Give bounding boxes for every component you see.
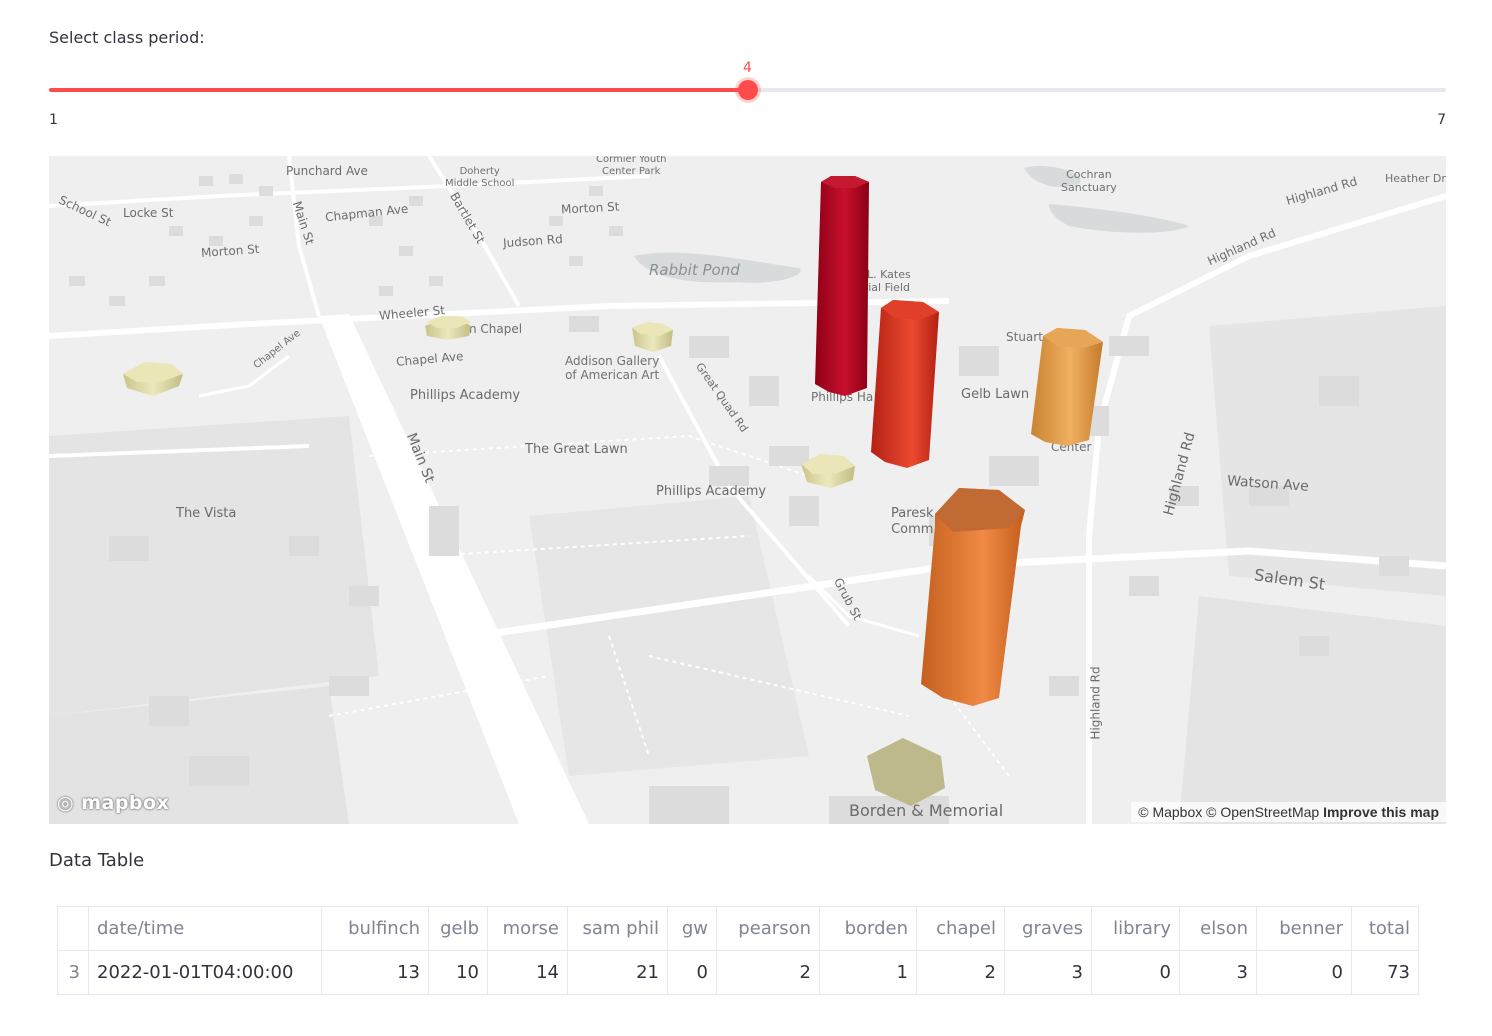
slider-max-label: 7 <box>1437 112 1446 128</box>
table-header-row: date/time bulfinch gelb morse sam phil g… <box>57 906 1419 951</box>
table-cell[interactable]: 3 <box>1004 950 1092 995</box>
column-chapel <box>425 316 471 340</box>
table-cell[interactable]: 2 <box>716 950 820 995</box>
column-borden <box>867 738 945 806</box>
slider-value: 4 <box>743 60 752 76</box>
improve-map-link[interactable]: Improve this map <box>1323 804 1439 820</box>
column-header[interactable]: pearson <box>716 906 820 951</box>
table-cell[interactable]: 0 <box>1091 950 1180 995</box>
column-header[interactable]: gelb <box>428 906 488 951</box>
table-row[interactable]: 3 2022-01-01T04:00:00 13 10 14 21 0 2 1 … <box>57 950 1419 995</box>
column-header[interactable]: borden <box>819 906 917 951</box>
table-cell[interactable]: 0 <box>667 950 717 995</box>
slider-min-label: 1 <box>49 112 58 128</box>
table-cell[interactable]: 21 <box>567 950 668 995</box>
slider-thumb[interactable] <box>737 80 758 100</box>
map-attribution: © Mapbox © OpenStreetMap Improve this ma… <box>1131 802 1446 822</box>
column-high <box>921 488 1025 706</box>
map-columns <box>123 176 1103 806</box>
map-basemap <box>49 156 1446 824</box>
table-cell[interactable]: 0 <box>1256 950 1352 995</box>
map-view[interactable]: Punchard Ave Doherty Middle School Cormi… <box>49 156 1446 824</box>
column-header[interactable]: bulfinch <box>321 906 429 951</box>
column-header[interactable]: library <box>1091 906 1180 951</box>
mapbox-logo[interactable]: ◎ mapbox <box>57 792 170 814</box>
table-cell[interactable]: 73 <box>1351 950 1419 995</box>
column-highest <box>815 176 869 396</box>
column-higher <box>871 300 939 468</box>
table-cell[interactable]: 1 <box>819 950 917 995</box>
data-table[interactable]: date/time bulfinch gelb morse sam phil g… <box>57 906 1419 995</box>
map-label: Cochran Sanctuary <box>1061 168 1117 194</box>
table-cell[interactable]: 2 <box>916 950 1005 995</box>
map-label: The Vista <box>176 506 237 521</box>
column-header[interactable]: graves <box>1004 906 1092 951</box>
column-header[interactable]: chapel <box>916 906 1005 951</box>
map-label: n Chapel <box>469 322 523 336</box>
column-header[interactable]: morse <box>487 906 568 951</box>
index-header <box>57 906 89 951</box>
map-label: Punchard Ave <box>286 164 368 178</box>
column-west <box>123 362 183 396</box>
map-label: The Great Lawn <box>525 442 628 457</box>
column-quad <box>801 454 855 488</box>
map-label: Paresk Comm <box>891 506 934 537</box>
map-label: Rabbit Pond <box>649 261 740 279</box>
slider-fill <box>49 88 748 92</box>
column-header[interactable]: sam phil <box>567 906 668 951</box>
map-label: Gelb Lawn <box>961 387 1030 402</box>
table-cell[interactable]: 10 <box>428 950 488 995</box>
row-index: 3 <box>57 950 89 995</box>
table-cell[interactable]: 13 <box>321 950 429 995</box>
column-addison <box>632 322 673 352</box>
map-label: Phillips Ha <box>811 390 874 404</box>
attribution-text[interactable]: © Mapbox © OpenStreetMap <box>1138 804 1320 820</box>
map-label: Doherty Middle School <box>445 166 515 189</box>
map-label: Addison Gallery of American Art <box>565 354 660 382</box>
map-label: Borden & Memorial <box>849 801 1004 820</box>
column-header[interactable]: elson <box>1179 906 1257 951</box>
map-label: Locke St <box>123 206 174 220</box>
column-header[interactable]: date/time <box>88 906 322 951</box>
table-cell[interactable]: 3 <box>1179 950 1257 995</box>
map-label: Cormier Youth Center Park <box>596 156 667 177</box>
column-mid <box>1031 328 1103 446</box>
map-label: Phillips Academy <box>656 484 767 499</box>
slider-label: Select class period: <box>49 28 205 47</box>
map-label: Heather Dr <box>1385 172 1446 185</box>
class-period-slider[interactable]: 4 <box>49 60 1446 120</box>
column-header[interactable]: gw <box>667 906 717 951</box>
table-cell[interactable]: 2022-01-01T04:00:00 <box>88 950 322 995</box>
data-table-title: Data Table <box>49 850 145 871</box>
map-label: Phillips Academy <box>410 388 521 403</box>
column-header[interactable]: total <box>1351 906 1419 951</box>
table-cell[interactable]: 14 <box>487 950 568 995</box>
column-header[interactable]: benner <box>1256 906 1352 951</box>
map-label: Stuart <box>1006 330 1043 344</box>
